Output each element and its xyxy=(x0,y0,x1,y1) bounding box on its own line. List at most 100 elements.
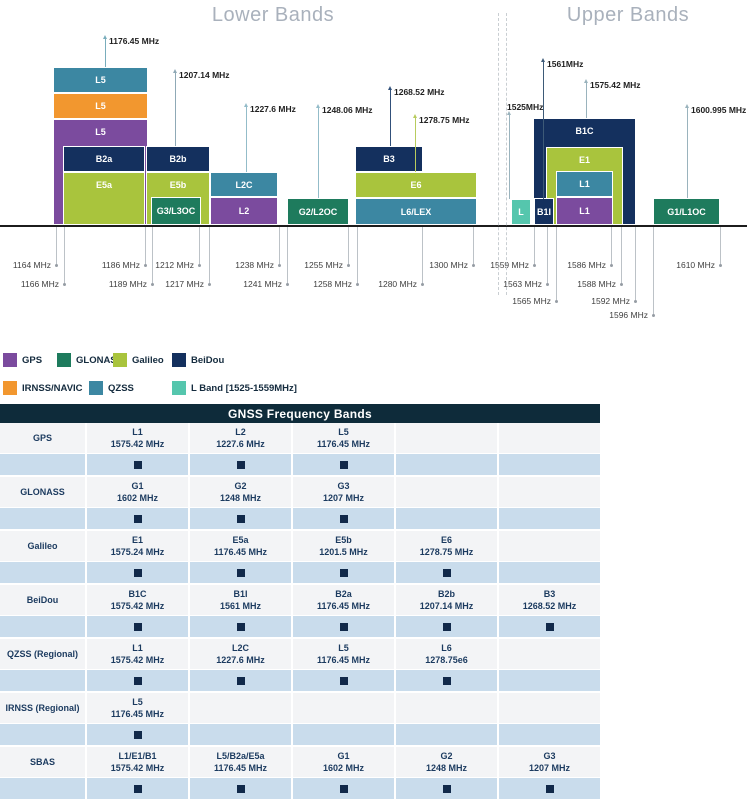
legend-item-qzss: QZSS xyxy=(89,381,134,395)
up-arrow-icon xyxy=(413,114,417,118)
table-row: QZSS (Regional) L1 1575.42 MHz L2C 1227.6 MH… xyxy=(0,639,600,670)
band-cell: E5a 1176.45 MHz xyxy=(188,531,291,561)
tick-label: 1258 MHz xyxy=(313,279,352,289)
tick-dot xyxy=(555,300,558,303)
marker-cell xyxy=(85,616,188,637)
band-block-b2a: B2a xyxy=(63,146,145,172)
band-marker-square-icon xyxy=(339,568,348,577)
marker-cell xyxy=(188,616,291,637)
band-name: E5b xyxy=(335,535,352,545)
band-marker-square-icon xyxy=(133,514,142,523)
annotation-label: 1278.75 MHz xyxy=(419,115,470,125)
tick-label: 1217 MHz xyxy=(165,279,204,289)
marker-cell xyxy=(188,778,291,799)
system-name-cell: IRNSS (Regional) xyxy=(5,703,80,713)
band-cell: L1 1575.42 MHz xyxy=(85,639,188,669)
marker-cell xyxy=(188,508,291,529)
band-frequency: 1575.42 MHz xyxy=(110,601,165,611)
upper-bands-title: Upper Bands xyxy=(566,4,690,26)
up-arrow-icon xyxy=(173,69,177,73)
marker-cell xyxy=(85,724,188,745)
tick-label: 1565 MHz xyxy=(512,296,551,306)
band-cell xyxy=(497,639,600,669)
annotation-line xyxy=(318,108,319,198)
tick-dot xyxy=(533,264,536,267)
marker-cell xyxy=(497,562,600,583)
band-name: B1I xyxy=(233,589,248,599)
annotation-line xyxy=(175,73,176,146)
annotation-line xyxy=(586,83,587,118)
marker-row xyxy=(0,670,600,693)
annotation-line xyxy=(105,39,106,67)
marker-cell xyxy=(85,778,188,799)
table-row: IRNSS (Regional) L5 1176.45 MHz xyxy=(0,693,600,724)
tick-line xyxy=(556,227,557,301)
band-frequency: 1575.42 MHz xyxy=(110,763,165,773)
tick-label: 1280 MHz xyxy=(378,279,417,289)
tick-label: 1559 MHz xyxy=(490,260,529,270)
band-frequency: 1176.45 MHz xyxy=(110,709,165,719)
band-name: B3 xyxy=(543,589,556,599)
tick-label: 1563 MHz xyxy=(503,279,542,289)
marker-cell xyxy=(291,562,394,583)
band-cell: L5 1176.45 MHz xyxy=(291,423,394,453)
tick-label: 1300 MHz xyxy=(429,260,468,270)
band-cell xyxy=(497,477,600,507)
system-name-cell: GLONASS xyxy=(20,487,65,497)
band-marker-square-icon xyxy=(236,568,245,577)
band-cell: L1/E1/B1 1575.42 MHz xyxy=(85,747,188,777)
band-cell: E1 1575.24 MHz xyxy=(85,531,188,561)
tick-label: 1255 MHz xyxy=(304,260,343,270)
band-name: B2a xyxy=(335,589,352,599)
band-cell: B2b 1207.14 MHz xyxy=(394,585,497,615)
annotation-label: 1176.45 MHz xyxy=(109,36,160,46)
tick-dot xyxy=(151,283,154,286)
band-marker-square-icon xyxy=(236,622,245,631)
band-frequency: 1207 MHz xyxy=(528,763,571,773)
table-row: BeiDou B1C 1575.42 MHz B1I 1561 MHz B2a 1176.4… xyxy=(0,585,600,616)
band-block-l2: L2 xyxy=(210,197,278,225)
system-name-cell: BeiDou xyxy=(26,595,59,605)
band-frequency: 1227.6 MHz xyxy=(216,655,265,665)
band-block-l5: L5 xyxy=(53,93,148,119)
tick-dot xyxy=(286,283,289,286)
tick-dot xyxy=(546,283,549,286)
marker-cell xyxy=(394,778,497,799)
tick-line xyxy=(611,227,612,265)
up-arrow-icon xyxy=(244,103,248,107)
band-frequency: 1278.75e6 xyxy=(425,655,468,665)
band-cell: B1I 1561 MHz xyxy=(188,585,291,615)
band-marker-square-icon xyxy=(236,514,245,523)
legend-label: L Band [1525-1559MHz] xyxy=(191,382,297,394)
legend-item-irnss: IRNSS/NAVIC xyxy=(3,381,83,395)
up-arrow-icon xyxy=(388,86,392,90)
band-name: G1 xyxy=(337,751,350,761)
tick-dot xyxy=(208,283,211,286)
band-block-l2c: L2C xyxy=(210,172,278,197)
band-cell: L6 1278.75e6 xyxy=(394,639,497,669)
annotation-label: 1248.06 MHz xyxy=(322,105,373,115)
band-frequency: 1176.45 MHz xyxy=(213,763,268,773)
tick-line xyxy=(720,227,721,265)
band-frequency: 1176.45 MHz xyxy=(316,655,371,665)
marker-cell xyxy=(394,616,497,637)
band-name: L2C xyxy=(231,643,249,653)
tick-line xyxy=(279,227,280,265)
band-block-g3-l3oc: G3/L3OC xyxy=(151,197,201,225)
band-frequency: 1575.42 MHz xyxy=(110,439,165,449)
tick-label: 1166 MHz xyxy=(20,279,59,289)
tick-line xyxy=(348,227,349,265)
tick-line xyxy=(199,227,200,265)
annotation-line xyxy=(390,90,391,146)
table-title: GNSS Frequency Bands xyxy=(0,404,600,423)
marker-cell xyxy=(85,454,188,475)
marker-cell xyxy=(188,724,291,745)
band-cell: B1C 1575.42 MHz xyxy=(85,585,188,615)
band-name: L5/B2a/E5a xyxy=(216,751,265,761)
marker-cell xyxy=(291,508,394,529)
marker-cell xyxy=(291,724,394,745)
band-frequency: 1227.6 MHz xyxy=(216,439,265,449)
legend-label: QZSS xyxy=(108,382,134,394)
table-row: Galileo E1 1575.24 MHz E5a 1176.45 MHz E5b 120… xyxy=(0,531,600,562)
